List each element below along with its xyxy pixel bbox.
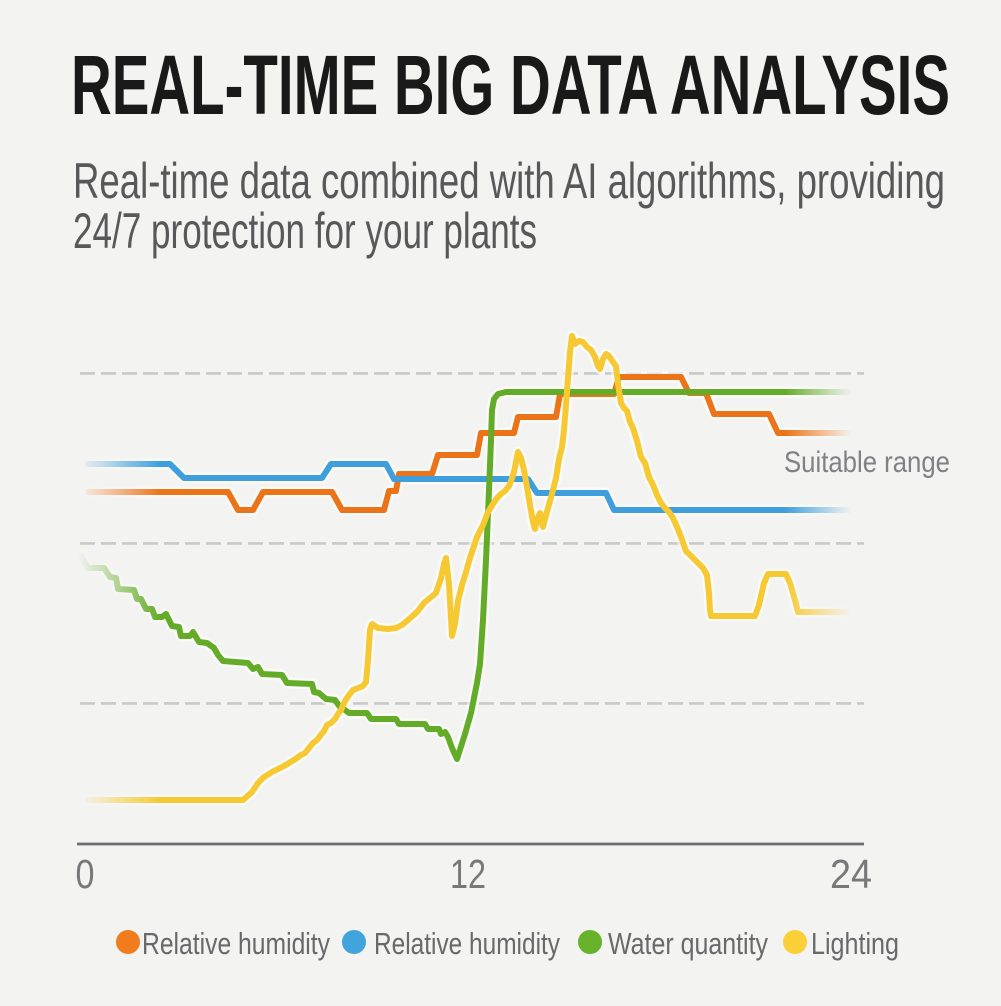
legend-dot-orange	[116, 930, 140, 954]
subtitle-line-1: Real-time data combined with AI algorith…	[73, 153, 945, 209]
x-tick-label-12: 12	[450, 851, 486, 897]
x-tick-label-0: 0	[76, 851, 95, 897]
legend-label-orange: Relative humidity	[142, 926, 330, 961]
legend-item-green: Water quantity	[578, 926, 768, 961]
suitable-range-label: Suitable range	[784, 446, 950, 479]
x-axis-ticks: 0 12 24	[76, 851, 873, 897]
series-green-line	[78, 389, 860, 762]
series-lines	[78, 333, 861, 803]
x-tick-label-24: 24	[830, 851, 872, 897]
legend-label-green: Water quantity	[608, 926, 768, 961]
series-yellow-line	[85, 333, 855, 803]
subtitle-line-2: 24/7 protection for your plants	[73, 203, 537, 259]
legend-dot-yellow	[783, 930, 807, 954]
legend-dot-blue	[342, 930, 366, 954]
legend-item-yellow: Lighting	[783, 926, 899, 961]
legend-label-blue: Relative humidity	[374, 926, 560, 961]
legend-dot-green	[578, 930, 602, 954]
series-blue-line	[85, 461, 855, 513]
legend: Relative humidity Relative humidity Water …	[116, 926, 899, 961]
legend-label-yellow: Lighting	[811, 926, 899, 961]
page-title: REAL-TIME BIG DATA ANALYSIS	[71, 38, 950, 132]
legend-item-blue: Relative humidity	[342, 926, 560, 961]
legend-item-orange: Relative humidity	[116, 926, 330, 961]
